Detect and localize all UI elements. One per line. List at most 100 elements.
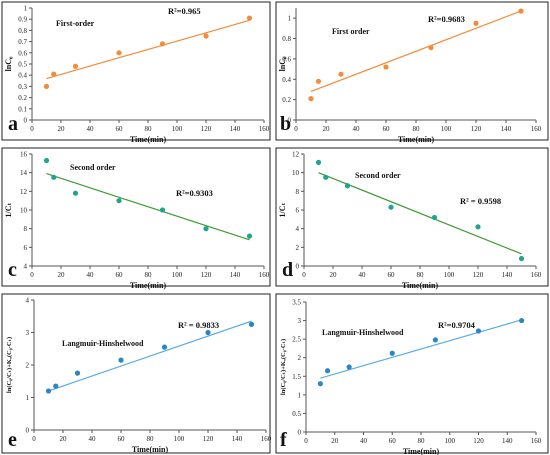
y-axis-label: 1/Cₜ <box>278 202 287 217</box>
trend-line <box>318 172 522 255</box>
trend-line <box>46 173 250 241</box>
inset-label: Second order <box>355 171 401 180</box>
panel-frame <box>275 293 549 454</box>
x-axis-label: Time(min) <box>398 135 435 144</box>
x-tick-label: 80 <box>418 437 426 445</box>
inset-label: First-order <box>56 19 95 28</box>
y-tick-label: 0.5 <box>18 61 27 69</box>
x-tick-label: 160 <box>259 271 270 279</box>
data-point <box>246 233 253 239</box>
x-tick-label: 0 <box>30 271 34 279</box>
y-tick-label: 0.4 <box>18 72 27 80</box>
r-squared-label: R²=0.9704 <box>438 320 476 330</box>
data-point <box>518 255 525 262</box>
panel-frame <box>275 147 549 287</box>
panel-letter: e <box>8 429 17 451</box>
panel-letter: a <box>8 113 18 135</box>
data-point <box>72 190 79 196</box>
y-tick-label: 0.9 <box>18 16 27 24</box>
inset-label: Langmuir-Hinshelwood <box>62 339 144 348</box>
data-point <box>205 329 211 336</box>
x-tick-label: 160 <box>531 125 542 133</box>
y-tick-label: 4 <box>24 263 28 271</box>
x-tick-label: 160 <box>259 125 270 133</box>
r-squared-label: R² = 0.9833 <box>178 320 219 330</box>
data-point <box>74 370 81 376</box>
panel-letter: c <box>8 259 17 281</box>
x-tick-label: 160 <box>531 437 542 445</box>
y-tick-label: 0.4 <box>282 76 291 84</box>
y-tick-label: 4 <box>296 225 300 233</box>
data-point <box>323 174 329 180</box>
x-tick-label: 20 <box>58 271 66 279</box>
data-point <box>248 321 255 327</box>
y-tick-label: 0 <box>26 427 30 435</box>
x-tick-label: 140 <box>230 271 241 279</box>
x-tick-label: 60 <box>389 437 397 445</box>
y-tick-label: 6 <box>296 207 300 215</box>
x-tick-label: 140 <box>502 437 513 445</box>
y-tick-label: 12 <box>292 151 300 159</box>
y-tick-label: 2 <box>26 362 30 370</box>
data-point <box>161 344 168 350</box>
y-tick-label: 1 <box>26 394 30 402</box>
data-point <box>315 159 322 165</box>
data-point <box>346 364 352 370</box>
chart-panel-b: 0 20 40 60 80 100 120 140 160 0 0.2 0.4 0.6 0.8 1 Time(… <box>275 1 549 144</box>
y-tick-label: 10 <box>20 207 28 215</box>
x-tick-label: 80 <box>413 125 421 133</box>
x-tick-label: 60 <box>118 435 126 443</box>
x-tick-label: 20 <box>60 435 68 443</box>
x-axis-label: Time(min) <box>132 445 169 454</box>
y-tick-label: 0.2 <box>282 96 291 104</box>
y-tick-label: 0.6 <box>18 49 27 57</box>
chart-panel-f: 0 20 40 60 80 100 120 140 160 0 0.5 1 1.5 2 2.5 3 3.5 Tim… <box>275 293 549 455</box>
data-point <box>388 204 394 210</box>
y-tick-label: 8 <box>296 188 300 196</box>
panel-frame <box>1 1 271 141</box>
y-tick-label: 3 <box>298 317 302 325</box>
y-tick-label: 2 <box>296 244 300 252</box>
data-point <box>473 20 479 26</box>
data-point <box>518 8 524 14</box>
x-tick-label: 20 <box>58 125 66 133</box>
y-tick-label: 0.8 <box>18 27 27 35</box>
x-tick-label: 80 <box>147 435 155 443</box>
data-point <box>116 50 122 56</box>
trend-line <box>48 320 252 392</box>
panel-frame <box>275 1 549 141</box>
chart-panel-c: 0 20 40 60 80 100 120 140 160 4 6 8 10 12 14 16 Time(min… <box>1 147 271 290</box>
y-tick-label: 12 <box>20 188 28 196</box>
data-point <box>51 174 57 180</box>
data-point <box>72 63 79 69</box>
data-point <box>315 78 322 84</box>
y-axis-label: lnC₀ <box>4 56 13 71</box>
data-point <box>338 71 344 77</box>
y-tick-label: 0.6 <box>282 55 291 63</box>
data-point <box>308 96 314 102</box>
y-tick-label: 0 <box>24 117 28 125</box>
x-tick-label: 100 <box>172 125 183 133</box>
x-tick-label: 20 <box>330 271 338 279</box>
x-axis-label: Time(min) <box>403 447 440 455</box>
y-axis-label: ln(C₀/Cₜ)+Kₐ(C₀-Cₜ) <box>280 339 287 395</box>
data-point <box>475 224 481 230</box>
chart-panel-d: 0 20 40 60 80 100 120 140 160 0 2 4 6 8 10 12 Time(min) 1… <box>275 147 549 290</box>
chart-panel-a: 0 20 40 60 80 100 120 140 160 0 0.1 0.2 0.3 0.4 0.5 0.6… <box>1 1 271 144</box>
y-tick-label: 1 <box>24 5 28 13</box>
y-tick-label: 0.3 <box>18 83 27 91</box>
y-tick-label: 0 <box>298 429 302 437</box>
y-tick-label: 8 <box>24 225 28 233</box>
x-tick-label: 40 <box>359 271 367 279</box>
y-tick-label: 1 <box>298 391 302 399</box>
panel-letter: b <box>280 113 291 135</box>
x-tick-label: 140 <box>502 271 513 279</box>
panel-frame <box>1 293 271 454</box>
data-point <box>51 71 57 77</box>
y-tick-label: 10 <box>292 169 300 177</box>
data-point <box>43 157 50 164</box>
y-tick-label: 0.1 <box>18 105 27 113</box>
data-point <box>344 183 351 189</box>
x-tick-label: 60 <box>116 271 124 279</box>
data-point <box>118 357 124 363</box>
